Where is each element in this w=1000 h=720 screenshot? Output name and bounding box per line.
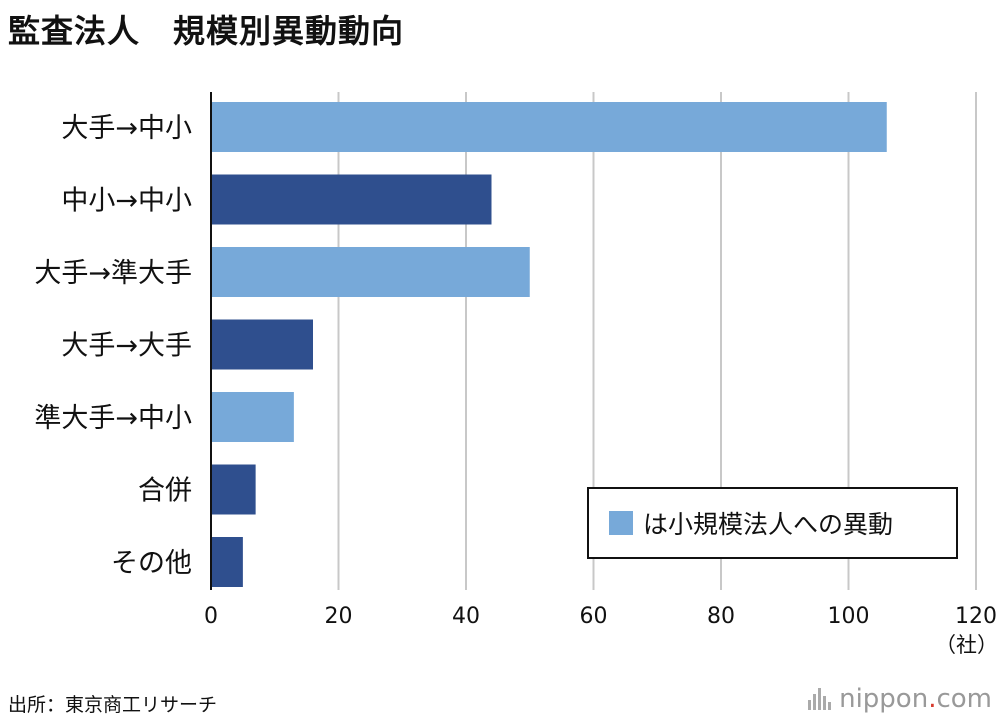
category-label-6: 合併 — [138, 476, 192, 507]
x-tick-label-60: 60 — [580, 604, 608, 629]
bar-1 — [211, 102, 887, 152]
bar-3 — [211, 247, 530, 297]
x-tick-label-120: 120 — [955, 604, 997, 629]
legend-label: は小規模法人への異動 — [643, 510, 894, 539]
bar-4 — [211, 319, 313, 370]
category-label-1: 大手→中小 — [61, 113, 192, 144]
bar-2 — [211, 174, 492, 225]
brand-dot: . — [928, 684, 937, 714]
brand-logo: nippon. com — [808, 684, 992, 714]
x-tick-label-40: 40 — [452, 604, 480, 629]
source-note: 出所：東京商工リサーチ — [8, 694, 218, 716]
x-tick-label-100: 100 — [828, 604, 870, 629]
brand-name: nippon — [839, 684, 929, 714]
x-tick-label-80: 80 — [707, 604, 735, 629]
category-label-2: 中小→中小 — [61, 186, 192, 217]
legend-swatch — [609, 511, 633, 535]
category-label-7: その他 — [111, 548, 192, 579]
legend: は小規模法人への異動 — [587, 487, 958, 559]
brand-bars-icon — [808, 688, 833, 710]
category-label-4: 大手→大手 — [61, 331, 192, 362]
bar-6 — [211, 464, 256, 515]
bar-5 — [211, 392, 294, 442]
brand-tld: com — [936, 684, 992, 714]
x-unit-label: （社） — [935, 633, 998, 657]
x-tick-label-20: 20 — [325, 604, 353, 629]
chart-title: 監査法人 規模別異動動向 — [8, 12, 405, 50]
bar-7 — [211, 537, 243, 587]
category-label-5: 準大手→中小 — [34, 403, 192, 434]
x-tick-label-0: 0 — [204, 604, 218, 629]
category-label-3: 大手→準大手 — [34, 258, 192, 289]
